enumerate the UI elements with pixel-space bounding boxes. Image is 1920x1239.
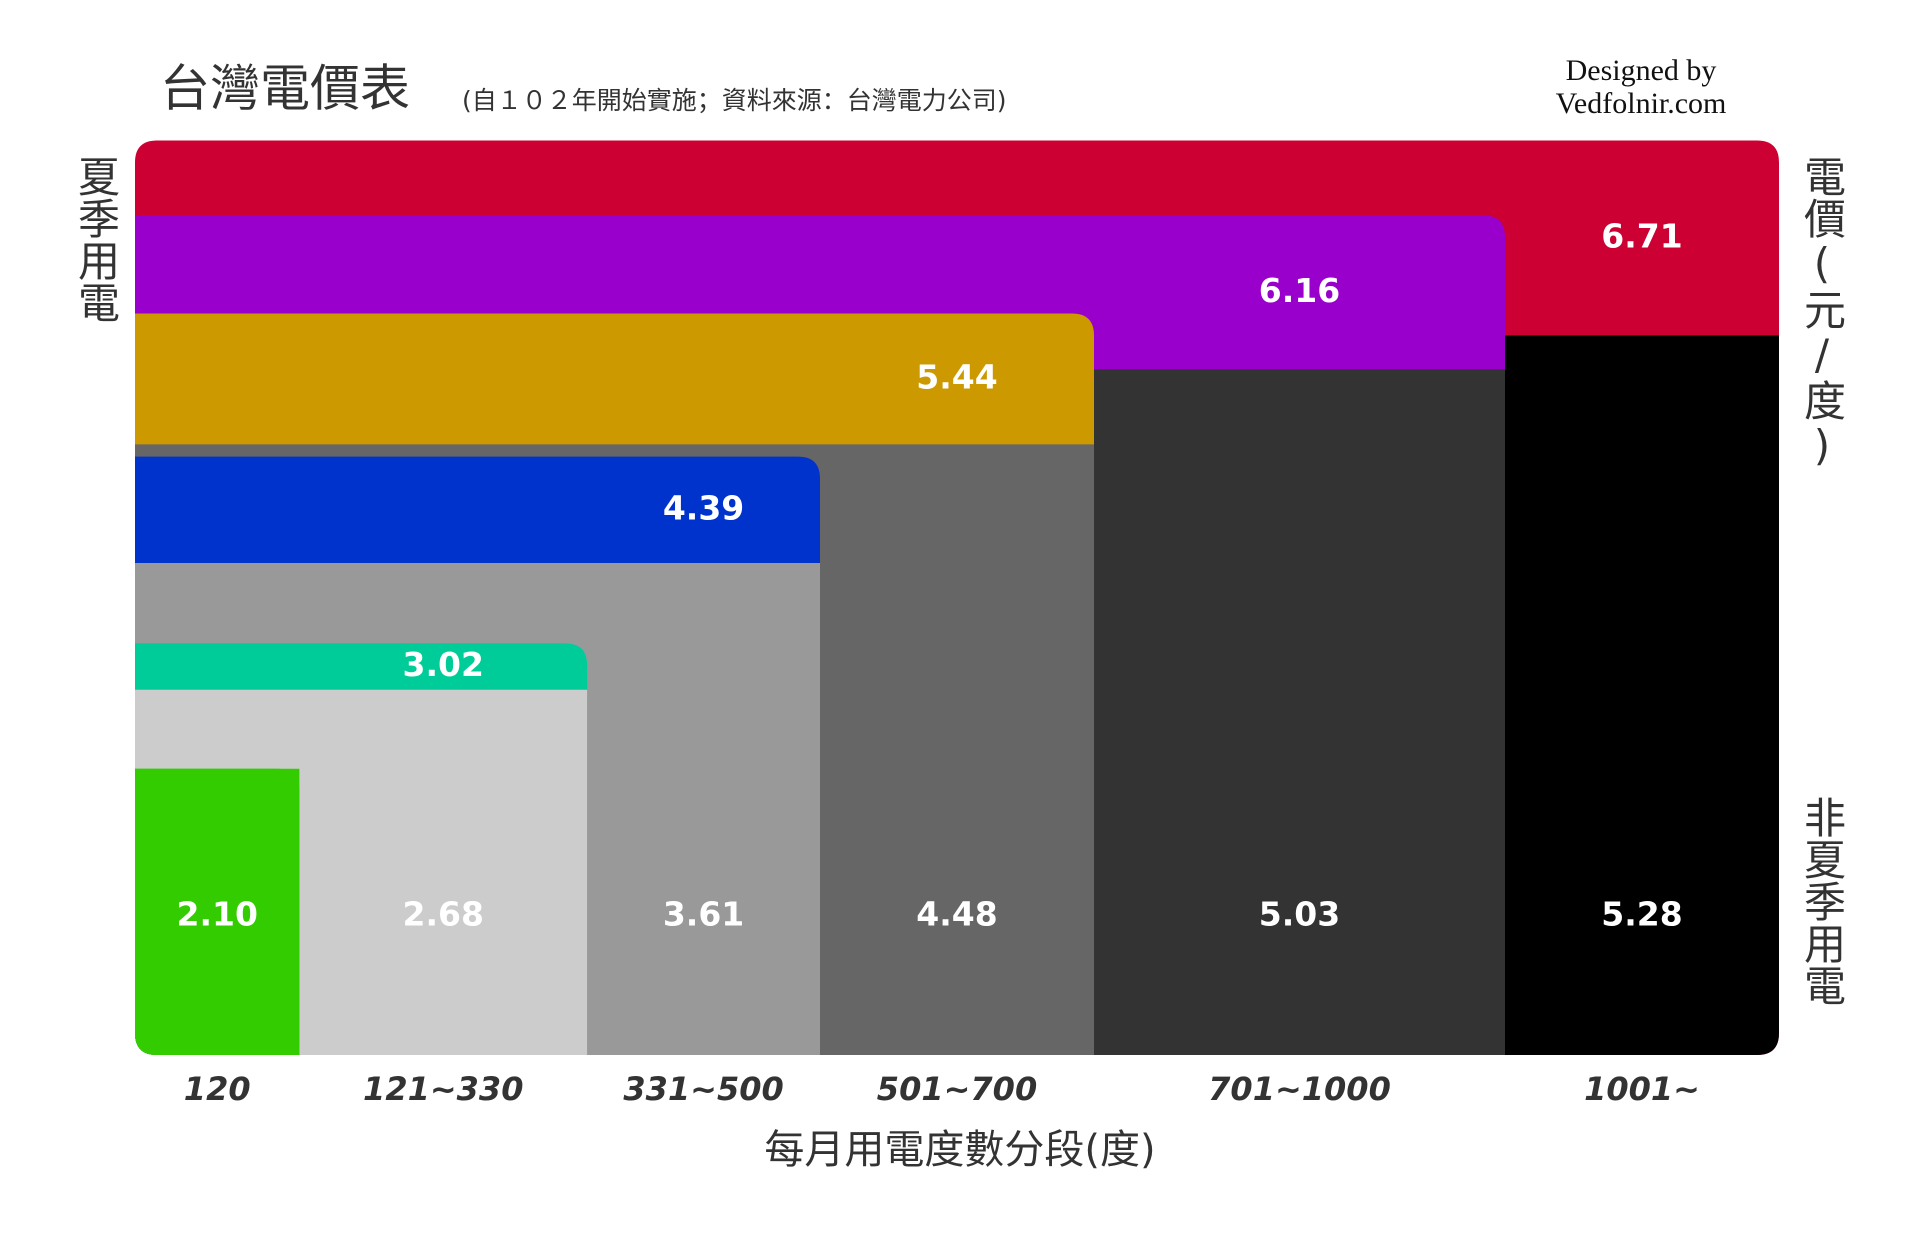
legend-entry: 非夏季用電 [1798, 796, 1847, 1006]
value-label: 4.48 [916, 895, 997, 934]
x-tick-label: 501~700 [877, 1070, 1037, 1108]
value-label: 6.71 [1601, 216, 1682, 255]
value-label: 6.16 [1259, 271, 1340, 310]
credit: Vedfolnir.com [1556, 87, 1727, 120]
bar [135, 768, 300, 1055]
x-tick-label: 701~1000 [1208, 1070, 1391, 1108]
chart-subtitle: (自１０２年開始實施；資料來源：台灣電力公司) [462, 86, 1007, 115]
chart-title: 台灣電價表 [160, 60, 410, 118]
x-tick-label: 120 [184, 1070, 251, 1108]
value-label: 4.39 [663, 488, 744, 527]
value-label: 3.02 [403, 645, 484, 684]
value-label: 2.10 [176, 895, 257, 934]
x-tick-label: 121~330 [363, 1070, 523, 1108]
credit: Designed by [1566, 54, 1717, 87]
x-tick-label: 331~500 [623, 1070, 783, 1108]
value-label: 3.61 [663, 895, 744, 934]
x-tick-label: 1001~ [1584, 1070, 1700, 1108]
value-label: 5.44 [916, 357, 997, 396]
value-label: 2.68 [403, 895, 484, 934]
value-label: 5.03 [1259, 895, 1340, 934]
y-axis-label: 電價(元/度) [1798, 155, 1847, 470]
legend-entry: 夏季用電 [72, 155, 121, 323]
value-label: 5.28 [1601, 895, 1682, 934]
x-axis-label: 每月用電度數分段(度) [764, 1127, 1155, 1173]
